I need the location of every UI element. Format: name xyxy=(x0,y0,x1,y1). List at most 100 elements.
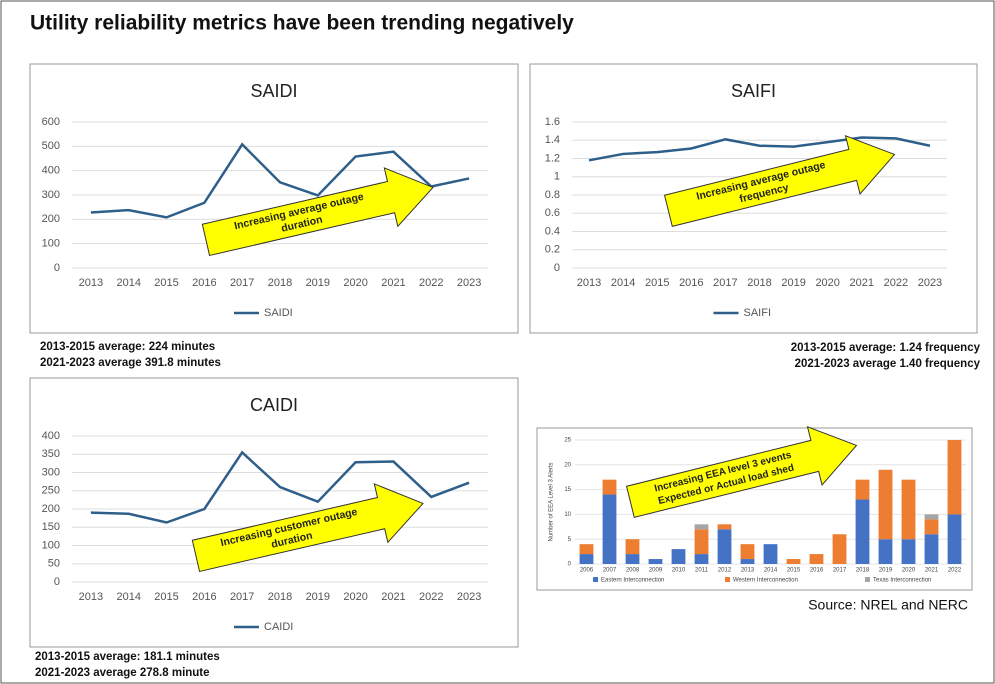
bar-segment xyxy=(740,544,755,560)
x-tick-label: 2013 xyxy=(741,568,755,574)
x-tick-label: 2021 xyxy=(381,277,405,289)
legend-swatch xyxy=(725,577,730,582)
bar-segment xyxy=(648,559,663,564)
y-tick-label: 1.6 xyxy=(545,116,560,128)
y-tick-label: 0 xyxy=(54,262,60,274)
x-tick-label: 2018 xyxy=(268,591,292,603)
x-tick-label: 2007 xyxy=(603,568,617,574)
y-tick-label: 50 xyxy=(48,558,60,570)
bar-segment xyxy=(694,524,709,530)
x-tick-label: 2019 xyxy=(781,277,805,289)
x-tick-label: 2019 xyxy=(306,591,330,603)
y-tick-label: 0 xyxy=(554,262,560,274)
y-tick-label: 10 xyxy=(564,512,571,518)
bar-segment xyxy=(901,539,916,564)
x-tick-label: 2009 xyxy=(649,568,663,574)
bar-segment xyxy=(671,549,686,564)
x-tick-label: 2016 xyxy=(679,277,703,289)
y-tick-label: 1 xyxy=(554,171,560,183)
y-tick-label: 200 xyxy=(42,503,60,515)
x-tick-label: 2021 xyxy=(381,591,405,603)
source: Source: NREL and NERC xyxy=(808,597,968,613)
bar-segment xyxy=(717,524,732,530)
x-tick-label: 2016 xyxy=(192,591,216,603)
x-tick-label: 2015 xyxy=(154,591,178,603)
y-tick-label: 150 xyxy=(42,521,60,533)
bar-segment xyxy=(832,534,847,564)
bar-segment xyxy=(602,479,617,495)
x-tick-label: 2022 xyxy=(419,591,443,603)
note: 2013-2015 average: 1.24 frequency xyxy=(791,342,981,354)
bar-segment xyxy=(924,514,939,520)
x-tick-label: 2013 xyxy=(577,277,601,289)
bar-segment xyxy=(855,479,870,500)
legend-label: SAIDI xyxy=(264,307,293,319)
y-tick-label: 25 xyxy=(564,438,571,444)
x-tick-label: 2023 xyxy=(918,277,942,289)
arrow-shape xyxy=(663,134,896,227)
x-tick-label: 2013 xyxy=(79,591,103,603)
x-tick-label: 2016 xyxy=(810,568,824,574)
x-tick-label: 2017 xyxy=(230,591,254,603)
y-tick-label: 500 xyxy=(42,140,60,152)
bar-segment xyxy=(717,529,732,564)
x-tick-label: 2020 xyxy=(815,277,839,289)
legend-label: Texas Interconnection xyxy=(873,578,931,584)
x-tick-label: 2018 xyxy=(856,568,870,574)
y-tick-label: 1.2 xyxy=(545,152,560,164)
x-tick-label: 2020 xyxy=(902,568,916,574)
y-tick-label: 0.8 xyxy=(545,189,560,201)
bar-segment xyxy=(694,529,709,555)
arrow-shape xyxy=(201,167,434,257)
x-tick-label: 2017 xyxy=(713,277,737,289)
x-tick-label: 2015 xyxy=(787,568,801,574)
x-tick-label: 2018 xyxy=(268,277,292,289)
bar-segment xyxy=(625,539,640,555)
bar-segment xyxy=(924,519,939,535)
y-tick-label: 0.2 xyxy=(545,244,560,256)
y-tick-label: 100 xyxy=(42,238,60,250)
bar-segment xyxy=(625,554,640,564)
legend-label: CAIDI xyxy=(264,621,293,633)
x-tick-label: 2014 xyxy=(764,568,778,574)
line-series xyxy=(90,450,470,524)
x-tick-label: 2017 xyxy=(833,568,847,574)
y-tick-label: 20 xyxy=(564,462,571,468)
y-tick-label: 200 xyxy=(42,213,60,225)
y-tick-label: 300 xyxy=(42,189,60,201)
chart-title: SAIFI xyxy=(731,81,776,101)
note: 2021-2023 average 1.40 frequency xyxy=(795,358,981,370)
y-tick-label: 400 xyxy=(42,165,60,177)
y-tick-label: 0 xyxy=(54,576,60,588)
y-tick-label: 0.6 xyxy=(545,207,560,219)
x-tick-label: 2022 xyxy=(419,277,443,289)
bar-segment xyxy=(878,469,893,540)
legend-swatch xyxy=(593,577,598,582)
bar-segment xyxy=(694,554,709,564)
y-tick-label: 400 xyxy=(42,430,60,442)
slide-title: Utility reliability metrics have been tr… xyxy=(30,12,574,35)
bar-segment xyxy=(763,544,778,564)
x-tick-label: 2016 xyxy=(192,277,216,289)
x-tick-label: 2022 xyxy=(948,568,962,574)
y-axis-label: Number of EEA Level 3 Alerts xyxy=(549,462,555,541)
bar-segment xyxy=(947,440,962,515)
x-tick-label: 2008 xyxy=(626,568,640,574)
note: 2013-2015 average: 224 minutes xyxy=(40,341,215,353)
x-tick-label: 2010 xyxy=(672,568,686,574)
x-tick-label: 2022 xyxy=(884,277,908,289)
arrow-shape xyxy=(191,483,424,573)
bar-segment xyxy=(579,554,594,564)
y-tick-label: 300 xyxy=(42,466,60,478)
bar-segment xyxy=(740,559,755,564)
legend-label: Eastern Interconnection xyxy=(601,578,664,584)
x-tick-label: 2020 xyxy=(343,591,367,603)
x-tick-label: 2014 xyxy=(611,277,635,289)
x-tick-label: 2020 xyxy=(343,277,367,289)
x-tick-label: 2013 xyxy=(79,277,103,289)
x-tick-label: 2023 xyxy=(457,591,481,603)
chart-title: CAIDI xyxy=(250,395,298,415)
x-tick-label: 2011 xyxy=(695,568,709,574)
y-tick-label: 350 xyxy=(42,448,60,460)
